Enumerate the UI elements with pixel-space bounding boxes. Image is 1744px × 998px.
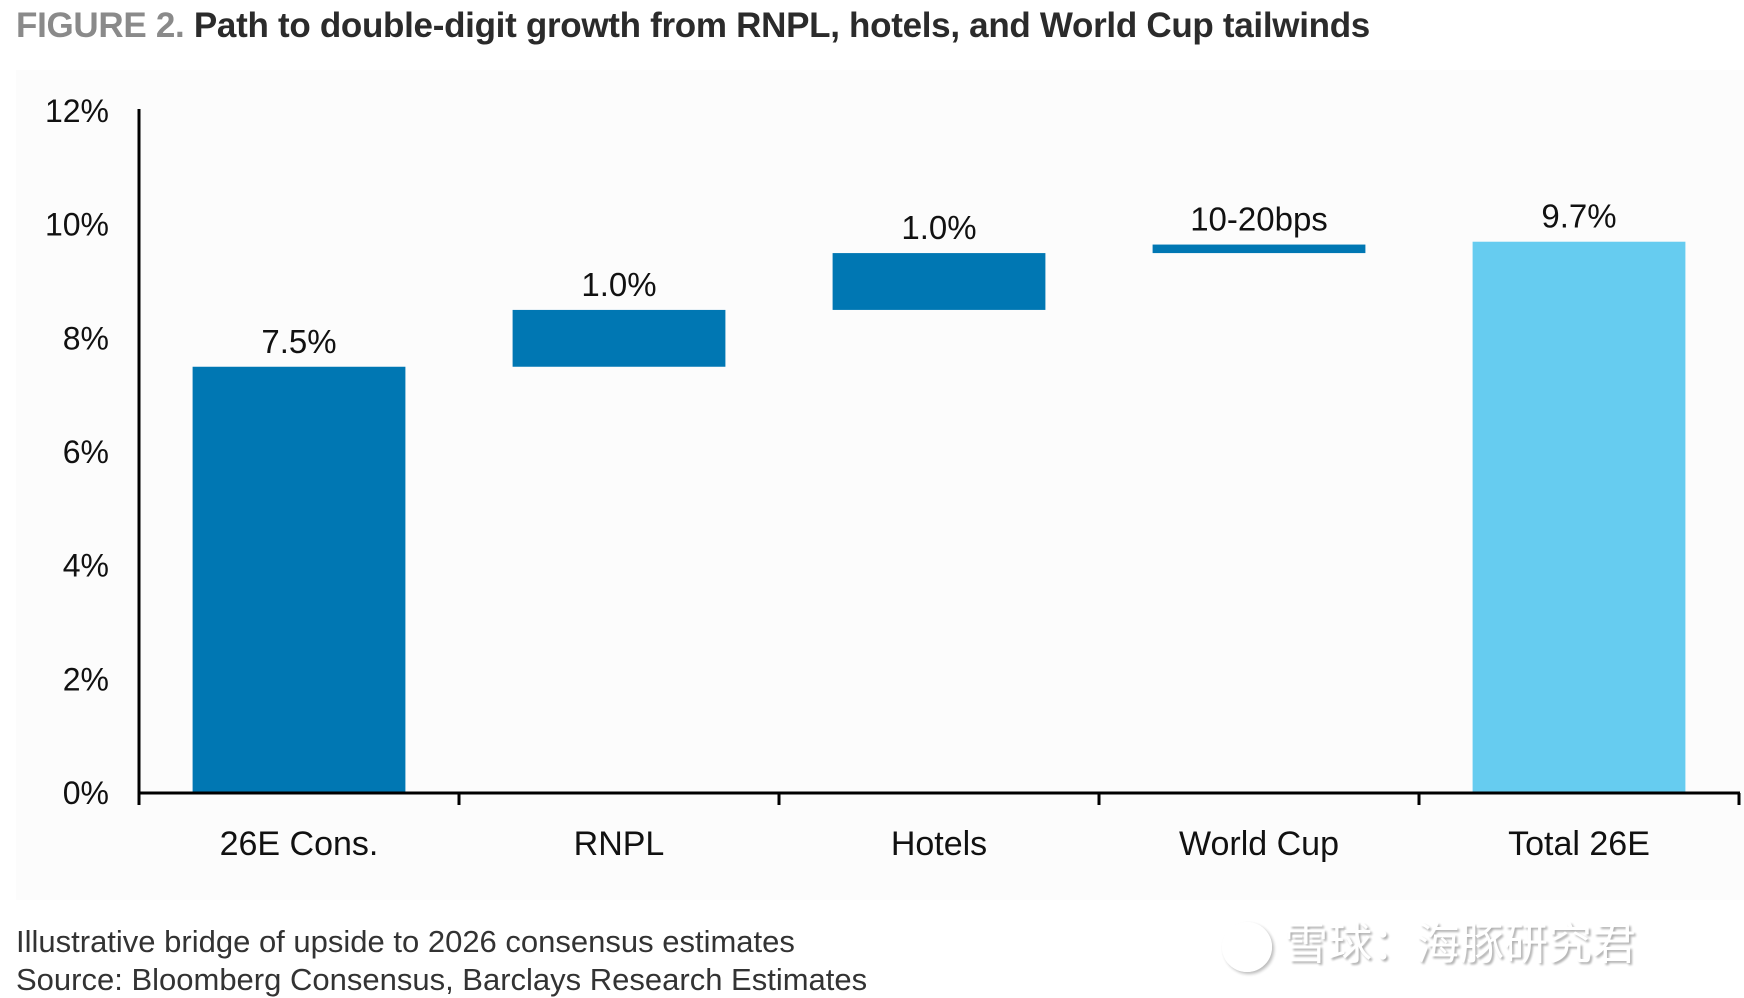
bar-rnpl [512, 309, 726, 367]
y-tick-label: 4% [63, 548, 109, 584]
y-tick-label: 12% [45, 93, 109, 129]
data-label: 10-20bps [1190, 201, 1328, 238]
bar-hotels [832, 253, 1046, 310]
data-label: 1.0% [581, 266, 656, 303]
chart-note: Illustrative bridge of upside to 2026 co… [16, 924, 795, 959]
watermark-text: 雪球：海豚研究君 [1284, 919, 1636, 970]
watermark: 雪球：海豚研究君 [1222, 908, 1636, 972]
y-tick-label: 0% [63, 775, 109, 811]
data-label: 7.5% [261, 323, 336, 360]
figure-title-text: Path to double-digit growth from RNPL, h… [193, 6, 1370, 45]
y-tick-label: 8% [63, 320, 109, 356]
data-label: 1.0% [901, 209, 976, 246]
data-label: 9.7% [1541, 198, 1616, 235]
snowball-logo-icon [1222, 922, 1272, 972]
x-category-label: Total 26E [1508, 825, 1650, 863]
y-tick-label: 6% [63, 434, 109, 470]
figure-title: FIGURE 2. Path to double-digit growth fr… [16, 6, 1370, 46]
figure-label: FIGURE 2. [16, 6, 185, 45]
x-category-label: 26E Cons. [220, 825, 379, 863]
bar-26e-cons [192, 366, 406, 793]
x-category-label: World Cup [1179, 825, 1339, 863]
y-tick-label: 10% [45, 207, 109, 243]
x-category-label: RNPL [574, 825, 665, 863]
bar-world-cup [1152, 244, 1366, 254]
waterfall-chart: 0% 2% 4% 6% 8% 10% 12% 7.5% 1.0% 1.0% 10-20bps 9.7%… [45, 93, 1741, 863]
y-tick-label: 2% [63, 661, 109, 697]
x-category-label: Hotels [891, 825, 987, 863]
bar-total-26e [1472, 241, 1686, 793]
chart-source: Source: Bloomberg Consensus, Barclays Re… [16, 962, 868, 997]
